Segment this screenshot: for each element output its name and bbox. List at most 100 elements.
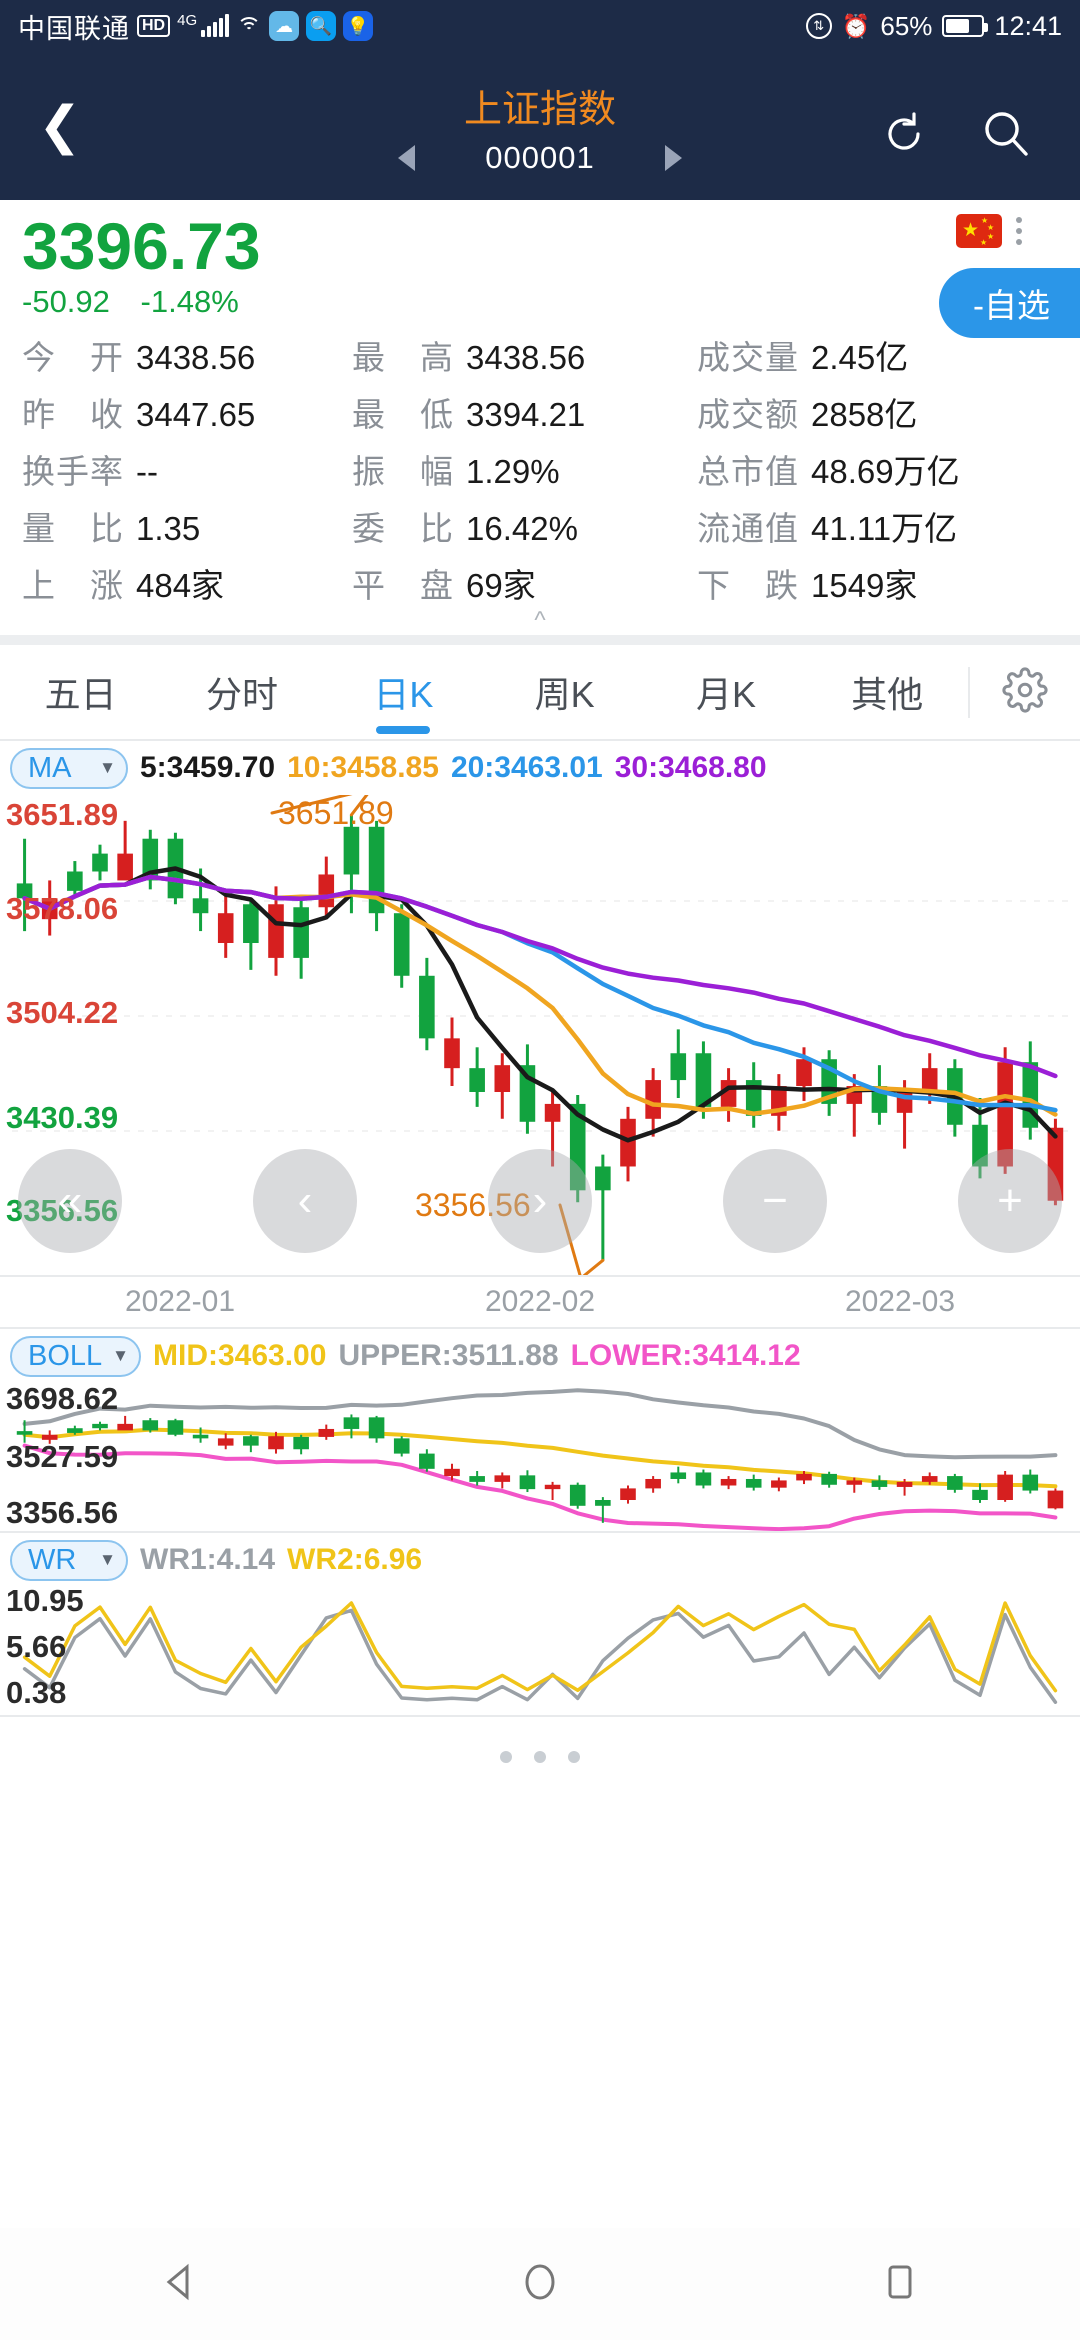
tab-other[interactable]: 其他 <box>851 674 924 715</box>
stat-value: 484家 <box>136 566 225 604</box>
boll-legend: BOLL ▼ MID:3463.00 UPPER:3511.88 LOWER:3… <box>0 1329 1080 1383</box>
scroll-left-button[interactable]: ‹ <box>253 1149 357 1253</box>
table-row: 昨 收 3447.65 最 低 3394.21 成交额 2858亿 <box>22 383 1058 440</box>
y-tick-label: 5.66 <box>6 1629 67 1664</box>
back-button[interactable]: ❮ <box>38 97 82 155</box>
bulb-app-icon: 💡 <box>343 11 374 41</box>
tab-daily-k[interactable]: 日K <box>323 666 484 718</box>
stat-label: 成交量 <box>697 338 799 376</box>
page-indicator-dots <box>0 1717 1080 1763</box>
stat-label: 上 涨 <box>22 566 124 604</box>
signal-bars-icon <box>201 14 230 37</box>
low-annotation: 3356.56 <box>415 1187 531 1223</box>
y-tick-label: 3356.56 <box>6 1193 119 1228</box>
app-header: ❮ 上证指数 000001 <box>0 52 1080 200</box>
wr-chart[interactable]: 10.95 5.66 0.38 <box>0 1587 1080 1717</box>
ma20-value: 20:3463.01 <box>450 751 603 784</box>
boll-indicator-selector[interactable]: BOLL ▼ <box>10 1335 141 1377</box>
boll-upper-value: UPPER:3511.88 <box>338 1339 559 1372</box>
y-tick-label: 3527.59 <box>6 1439 119 1474</box>
wifi-icon <box>236 15 262 37</box>
stat-label: 最 高 <box>352 338 454 376</box>
scroll-far-left-button[interactable]: « <box>18 1149 122 1253</box>
status-bar: 中国联通 HD 4G ☁ 🔍 💡 ⇅ ⏰ 65% 12:41 <box>0 0 1080 52</box>
stat-label: 下 跌 <box>697 566 799 604</box>
price-change-percent: -1.48% <box>140 284 239 319</box>
gear-icon[interactable] <box>967 666 1080 718</box>
stat-label: 振 幅 <box>352 452 454 490</box>
table-row: 换手率 -- 振 幅 1.29% 总市值 48.69万亿 <box>22 440 1058 497</box>
tab-five-day[interactable]: 五日 <box>44 674 117 715</box>
y-tick-label: 3578.06 <box>6 891 119 926</box>
x-axis: 2022-01 2022-02 2022-03 <box>0 1275 1080 1329</box>
scroll-right-button[interactable]: › <box>488 1149 592 1253</box>
y-tick-label: 3430.39 <box>6 1100 119 1135</box>
stat-value: 41.11万亿 <box>811 509 958 547</box>
stat-label: 换手率 <box>22 452 124 490</box>
stat-value: 3438.56 <box>466 338 586 376</box>
high-annotation: 3651.89 <box>278 795 394 831</box>
hd-badge: HD <box>137 15 171 37</box>
y-tick-label: 3504.22 <box>6 995 119 1030</box>
battery-icon <box>942 15 989 37</box>
status-bar-left: 中国联通 HD 4G ☁ 🔍 💡 <box>18 7 374 46</box>
tab-weekly-k[interactable]: 周K <box>534 674 595 715</box>
chevron-up-icon[interactable]: ^ <box>534 607 546 634</box>
weather-app-icon: ☁ <box>269 11 300 41</box>
network-type-label: 4G <box>177 11 198 29</box>
prev-symbol-icon[interactable] <box>398 145 416 171</box>
chevron-down-icon: ▼ <box>99 1550 116 1569</box>
chevron-down-icon: ▼ <box>99 758 116 777</box>
ma-legend: MA ▼ 5:3459.70 10:3458.85 20:3463.01 30:… <box>0 741 1080 795</box>
wr-indicator-selector[interactable]: WR ▼ <box>10 1539 128 1581</box>
boll-mid-value: MID:3463.00 <box>153 1339 327 1372</box>
x-tick-label: 2022-01 <box>124 1285 236 1318</box>
recents-square-icon[interactable] <box>877 2259 923 2310</box>
ma-indicator-selector[interactable]: MA ▼ <box>10 747 128 789</box>
next-symbol-icon[interactable] <box>664 145 682 171</box>
back-triangle-icon[interactable] <box>157 2259 203 2310</box>
table-row: 上 涨 484家 平 盘 69家 下 跌 1549家 <box>22 554 1058 611</box>
table-row: 量 比 1.35 委 比 16.42% 流通值 41.11万亿 <box>22 497 1058 554</box>
chevron-down-icon: ▼ <box>112 1346 129 1365</box>
tab-monthly-k[interactable]: 月K <box>695 674 756 715</box>
chart-nav-buttons: « ‹ › − + <box>0 1149 1080 1253</box>
home-circle-icon[interactable] <box>517 2259 563 2310</box>
last-price: 3396.73 <box>22 209 261 283</box>
stat-value: 2858亿 <box>811 395 918 433</box>
x-tick-label: 2022-03 <box>844 1285 956 1318</box>
stat-value: 3394.21 <box>466 395 586 433</box>
table-row: 今 开 3438.56 最 高 3438.56 成交量 2.45亿 <box>22 326 1058 383</box>
watchlist-toggle-button[interactable]: -自选 <box>939 268 1080 338</box>
ma-indicator-label: MA <box>28 751 72 784</box>
refresh-icon[interactable] <box>880 110 928 166</box>
search-app-icon: 🔍 <box>306 11 337 41</box>
alarm-icon: ⏰ <box>841 12 871 39</box>
more-options-icon[interactable] <box>1016 217 1022 245</box>
zoom-in-button[interactable]: + <box>958 1149 1062 1253</box>
quote-block: 3396.73 -50.92 -1.48% ★ ★ ★ ★ ★ -自选 <box>0 200 1080 338</box>
stat-value: 48.69万亿 <box>811 452 960 490</box>
stat-value: 1.29% <box>466 452 560 490</box>
status-bar-right: ⇅ ⏰ 65% 12:41 <box>805 11 1062 42</box>
stat-label: 成交额 <box>697 395 799 433</box>
x-tick-label: 2022-02 <box>484 1285 596 1318</box>
candlestick-chart[interactable]: 3651.89 3578.06 3504.22 3430.39 3356.56 … <box>0 795 1080 1275</box>
stat-label: 总市值 <box>697 452 799 490</box>
wr2-value: WR2:6.96 <box>287 1543 423 1576</box>
boll-lower-value: LOWER:3414.12 <box>570 1339 801 1372</box>
stat-value: 1.35 <box>136 509 201 547</box>
boll-chart[interactable]: 3698.62 3527.59 3356.56 <box>0 1383 1080 1533</box>
tab-intraday[interactable]: 分时 <box>205 674 278 715</box>
y-tick-label: 0.38 <box>6 1675 67 1710</box>
ma10-value: 10:3458.85 <box>287 751 439 784</box>
search-icon[interactable] <box>980 108 1032 165</box>
zoom-out-button[interactable]: − <box>723 1149 827 1253</box>
symbol-code: 000001 <box>485 140 595 175</box>
section-divider <box>0 635 1080 645</box>
data-saver-icon: ⇅ <box>805 13 832 39</box>
boll-indicator-label: BOLL <box>28 1339 103 1372</box>
china-flag-icon: ★ ★ ★ ★ ★ <box>956 214 1002 248</box>
page-title: 上证指数 <box>463 89 616 131</box>
carrier-label: 中国联通 <box>18 13 130 44</box>
